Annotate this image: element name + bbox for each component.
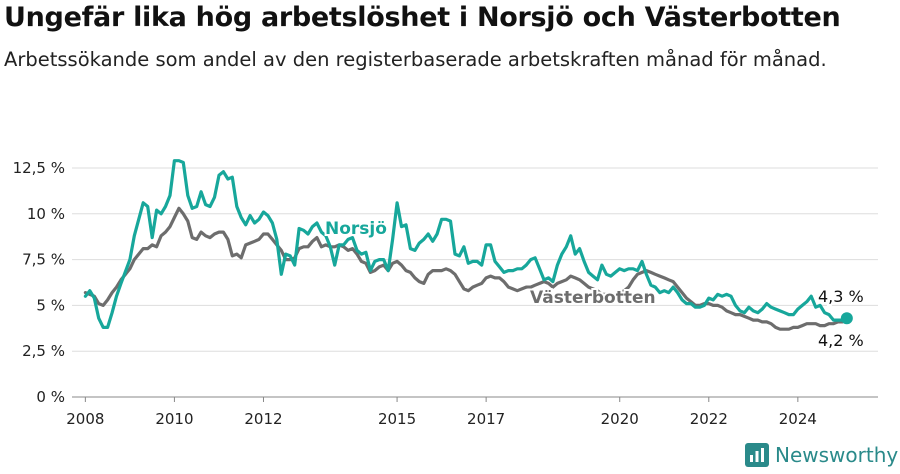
x-tick-label: 2015 — [378, 410, 416, 428]
series-label-norsjo: Norsjö — [325, 219, 387, 239]
y-tick-label: 12,5 % — [13, 159, 65, 177]
x-tick-label: 2020 — [601, 410, 639, 428]
series-labels: Norsjö Västerbotten 4,3 % 4,2 % — [323, 217, 866, 352]
x-tick-label: 2017 — [467, 410, 505, 428]
newsworthy-logo-icon — [745, 443, 769, 467]
x-axis-ticks: 2008 2010 2012 2015 2017 2020 2022 2024 — [66, 397, 817, 428]
chart-subtitle: Arbetssökande som andel av den registerb… — [4, 48, 827, 71]
chart-title: Ungefär lika hög arbetslöshet i Norsjö o… — [4, 2, 841, 33]
y-axis-ticks: 0 % 2,5 % 5 % 7,5 % 10 % 12,5 % — [13, 159, 65, 406]
series-lines — [83, 159, 853, 331]
y-tick-label: 2,5 % — [22, 342, 65, 360]
x-tick-label: 2022 — [690, 410, 728, 428]
end-label-norsjo: 4,3 % — [818, 287, 864, 306]
x-tick-label: 2012 — [244, 410, 282, 428]
series-label-vasterbotten: Västerbotten — [530, 288, 656, 308]
series-line-vasterbotten — [83, 206, 849, 331]
brand-name: Newsworthy — [775, 443, 899, 467]
newsworthy-logo[interactable]: Newsworthy — [745, 443, 898, 467]
y-tick-label: 5 % — [36, 296, 65, 314]
x-tick-label: 2024 — [779, 410, 817, 428]
y-tick-label: 7,5 % — [22, 251, 65, 269]
series-line-norsjo — [83, 159, 849, 329]
x-tick-label: 2010 — [155, 410, 193, 428]
end-label-vasterbotten: 4,2 % — [818, 331, 864, 350]
x-tick-label: 2008 — [66, 410, 104, 428]
y-tick-label: 0 % — [36, 388, 65, 406]
end-point-norsjo — [840, 312, 853, 325]
y-tick-label: 10 % — [27, 205, 65, 223]
grid-lines — [72, 167, 878, 398]
